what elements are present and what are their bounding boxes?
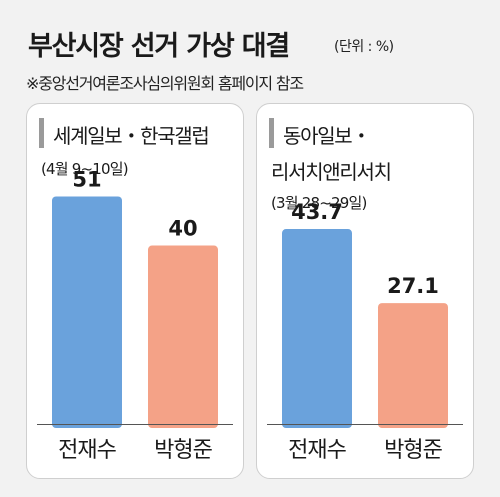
value-label: 40: [168, 217, 197, 241]
bar-candidate-b: [378, 303, 448, 428]
category-label-candidate-b: 박형준: [384, 438, 443, 463]
bar-candidate-b: [148, 245, 218, 428]
panel-title-line1: 동아일보・: [283, 124, 371, 148]
panel-accent-bar: [39, 118, 44, 148]
category-label-candidate-a: 전재수: [288, 438, 347, 463]
baseline: [267, 424, 463, 425]
source-note: ※중앙선거여론조사심의위원회 홈페이지 참조: [26, 74, 304, 93]
value-label: 43.7: [291, 200, 343, 224]
panel-subtitle: (4월 9~10일): [41, 160, 129, 178]
poll-panel-segye-gallup: 세계일보・한국갤럽 (4월 9~10일) 51 40 전재수 박형준: [26, 103, 244, 479]
panel-accent-bar: [269, 118, 274, 148]
value-label: 27.1: [387, 274, 439, 298]
baseline: [37, 424, 233, 425]
unit-label: (단위 : %): [334, 39, 394, 55]
panel-title-line2: 리서치앤리서치: [271, 160, 392, 184]
panel-subtitle: (3월 28~29일): [271, 194, 367, 212]
panel-title: 세계일보・한국갤럽: [53, 124, 210, 148]
bar-chart-2: 43.7 27.1: [282, 200, 448, 428]
poll-panel-donga-rnr: 동아일보・ 리서치앤리서치 (3월 28~29일) 43.7 27.1 전재수 박…: [256, 103, 474, 479]
bar-candidate-a: [52, 196, 122, 428]
chart-title: 부산시장 선거 가상 대결: [28, 31, 290, 62]
bar-candidate-a: [282, 229, 352, 428]
category-label-candidate-b: 박형준: [154, 438, 213, 463]
category-label-candidate-a: 전재수: [58, 438, 117, 463]
value-label: 51: [72, 167, 101, 191]
bar-chart-1: 51 40: [52, 167, 218, 428]
